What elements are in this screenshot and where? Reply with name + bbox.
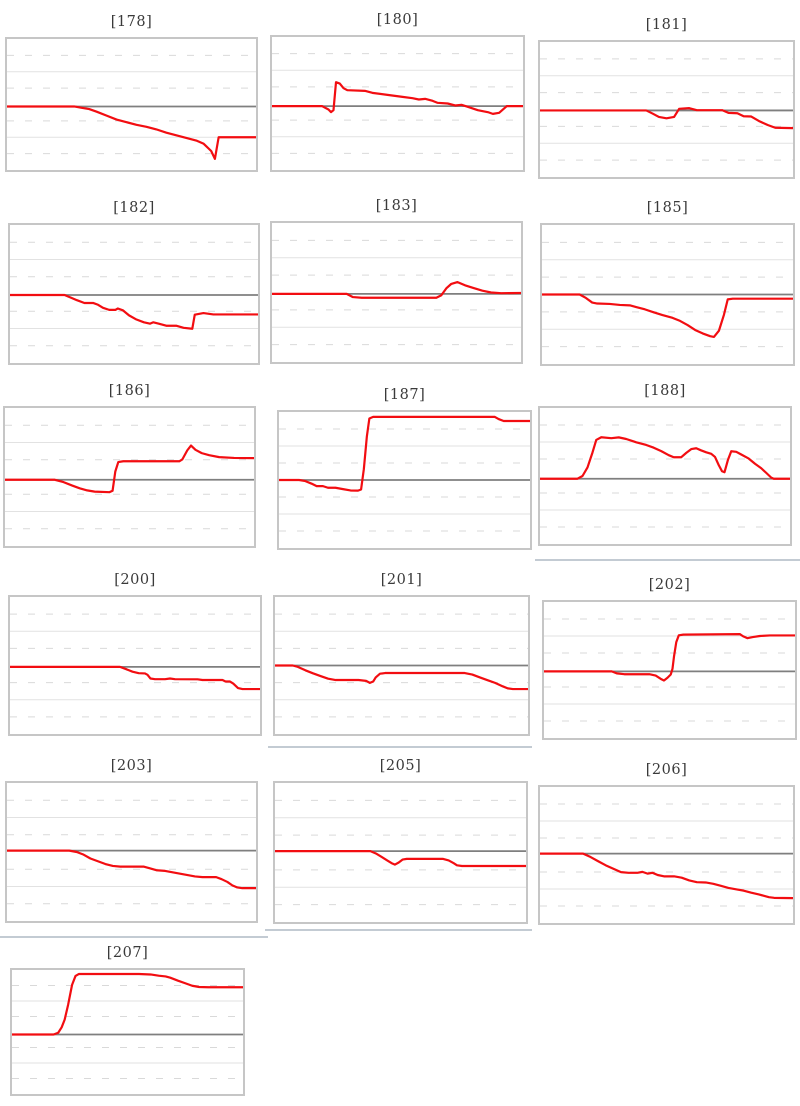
chart-plot-area [273, 595, 530, 736]
chart-plot-area [538, 785, 795, 925]
chart-title: [186] [108, 383, 151, 399]
chart-plot-area [8, 223, 260, 365]
chart-title: [185] [646, 200, 689, 216]
series-line-186 [5, 446, 254, 493]
series-line-207 [12, 974, 243, 1035]
chart-svg-182 [10, 225, 258, 363]
chart-plot-area [538, 40, 795, 179]
chart-cell-201: [201] [273, 570, 530, 736]
chart-cell-178: [178] [5, 12, 258, 172]
chart-cell-181: [181] [538, 15, 795, 179]
chart-title: [183] [375, 198, 418, 214]
chart-title: [181] [645, 17, 688, 33]
chart-plot-area [538, 406, 792, 546]
series-line-201 [275, 666, 528, 690]
chart-title: [205] [379, 758, 422, 774]
chart-cell-203: [203] [5, 756, 258, 923]
series-line-200 [10, 667, 260, 689]
chart-title: [178] [110, 14, 153, 30]
series-line-205 [275, 851, 526, 866]
chart-plot-area [273, 781, 528, 924]
chart-plot-area [5, 781, 258, 923]
series-line-187 [279, 417, 530, 491]
chart-svg-186 [5, 408, 254, 546]
chart-svg-178 [7, 39, 256, 170]
chart-cell-202: [202] [542, 575, 797, 740]
row-separator-3 [0, 936, 268, 938]
series-line-182 [10, 295, 258, 329]
chart-title: [202] [648, 577, 691, 593]
chart-plot-area [3, 406, 256, 548]
chart-svg-201 [275, 597, 528, 734]
chart-cell-206: [206] [538, 760, 795, 925]
chart-title: [187] [383, 387, 426, 403]
series-line-188 [540, 437, 790, 478]
chart-svg-200 [10, 597, 260, 734]
series-line-185 [542, 295, 793, 337]
chart-plot-area [5, 37, 258, 172]
chart-svg-185 [542, 225, 793, 364]
series-line-181 [540, 108, 793, 128]
series-line-206 [540, 854, 793, 898]
chart-svg-183 [272, 223, 521, 362]
chart-title: [206] [645, 762, 688, 778]
chart-cell-205: [205] [273, 756, 528, 924]
chart-cell-180: [180] [270, 10, 525, 172]
series-line-183 [272, 282, 521, 298]
series-line-178 [7, 106, 256, 158]
chart-plot-area [540, 223, 795, 366]
chart-plot-area [270, 35, 525, 172]
chart-title: [207] [106, 945, 149, 961]
chart-title: [201] [380, 572, 423, 588]
row-separator-2 [265, 929, 532, 931]
chart-svg-206 [540, 787, 793, 923]
series-line-202 [544, 634, 795, 680]
chart-svg-181 [540, 42, 793, 177]
chart-title: [182] [113, 200, 155, 216]
row-separator-1 [268, 746, 532, 748]
chart-svg-180 [272, 37, 523, 170]
chart-svg-202 [544, 602, 795, 738]
chart-cell-186: [186] [3, 381, 256, 548]
row-separator-0 [535, 559, 800, 561]
chart-cell-185: [185] [540, 198, 795, 366]
chart-svg-207 [12, 970, 243, 1094]
chart-plot-area [8, 595, 262, 736]
chart-cell-187: [187] [277, 385, 532, 550]
chart-plot-area [270, 221, 523, 364]
chart-title: [200] [114, 572, 156, 588]
series-line-180 [272, 82, 523, 114]
chart-svg-188 [540, 408, 790, 544]
chart-cell-200: [200] [8, 570, 262, 736]
chart-svg-187 [279, 412, 530, 548]
chart-svg-203 [7, 783, 256, 921]
chart-plot-area [277, 410, 532, 550]
chart-plot-area [542, 600, 797, 740]
chart-cell-182: [182] [8, 198, 260, 365]
chart-plot-area [10, 968, 245, 1096]
chart-title: [180] [376, 12, 419, 28]
chart-cell-183: [183] [270, 196, 523, 364]
series-line-203 [7, 851, 256, 889]
chart-cell-188: [188] [538, 381, 792, 546]
chart-svg-205 [275, 783, 526, 922]
chart-title: [188] [644, 383, 686, 399]
chart-cell-207: [207] [10, 943, 245, 1096]
chart-title: [203] [110, 758, 153, 774]
